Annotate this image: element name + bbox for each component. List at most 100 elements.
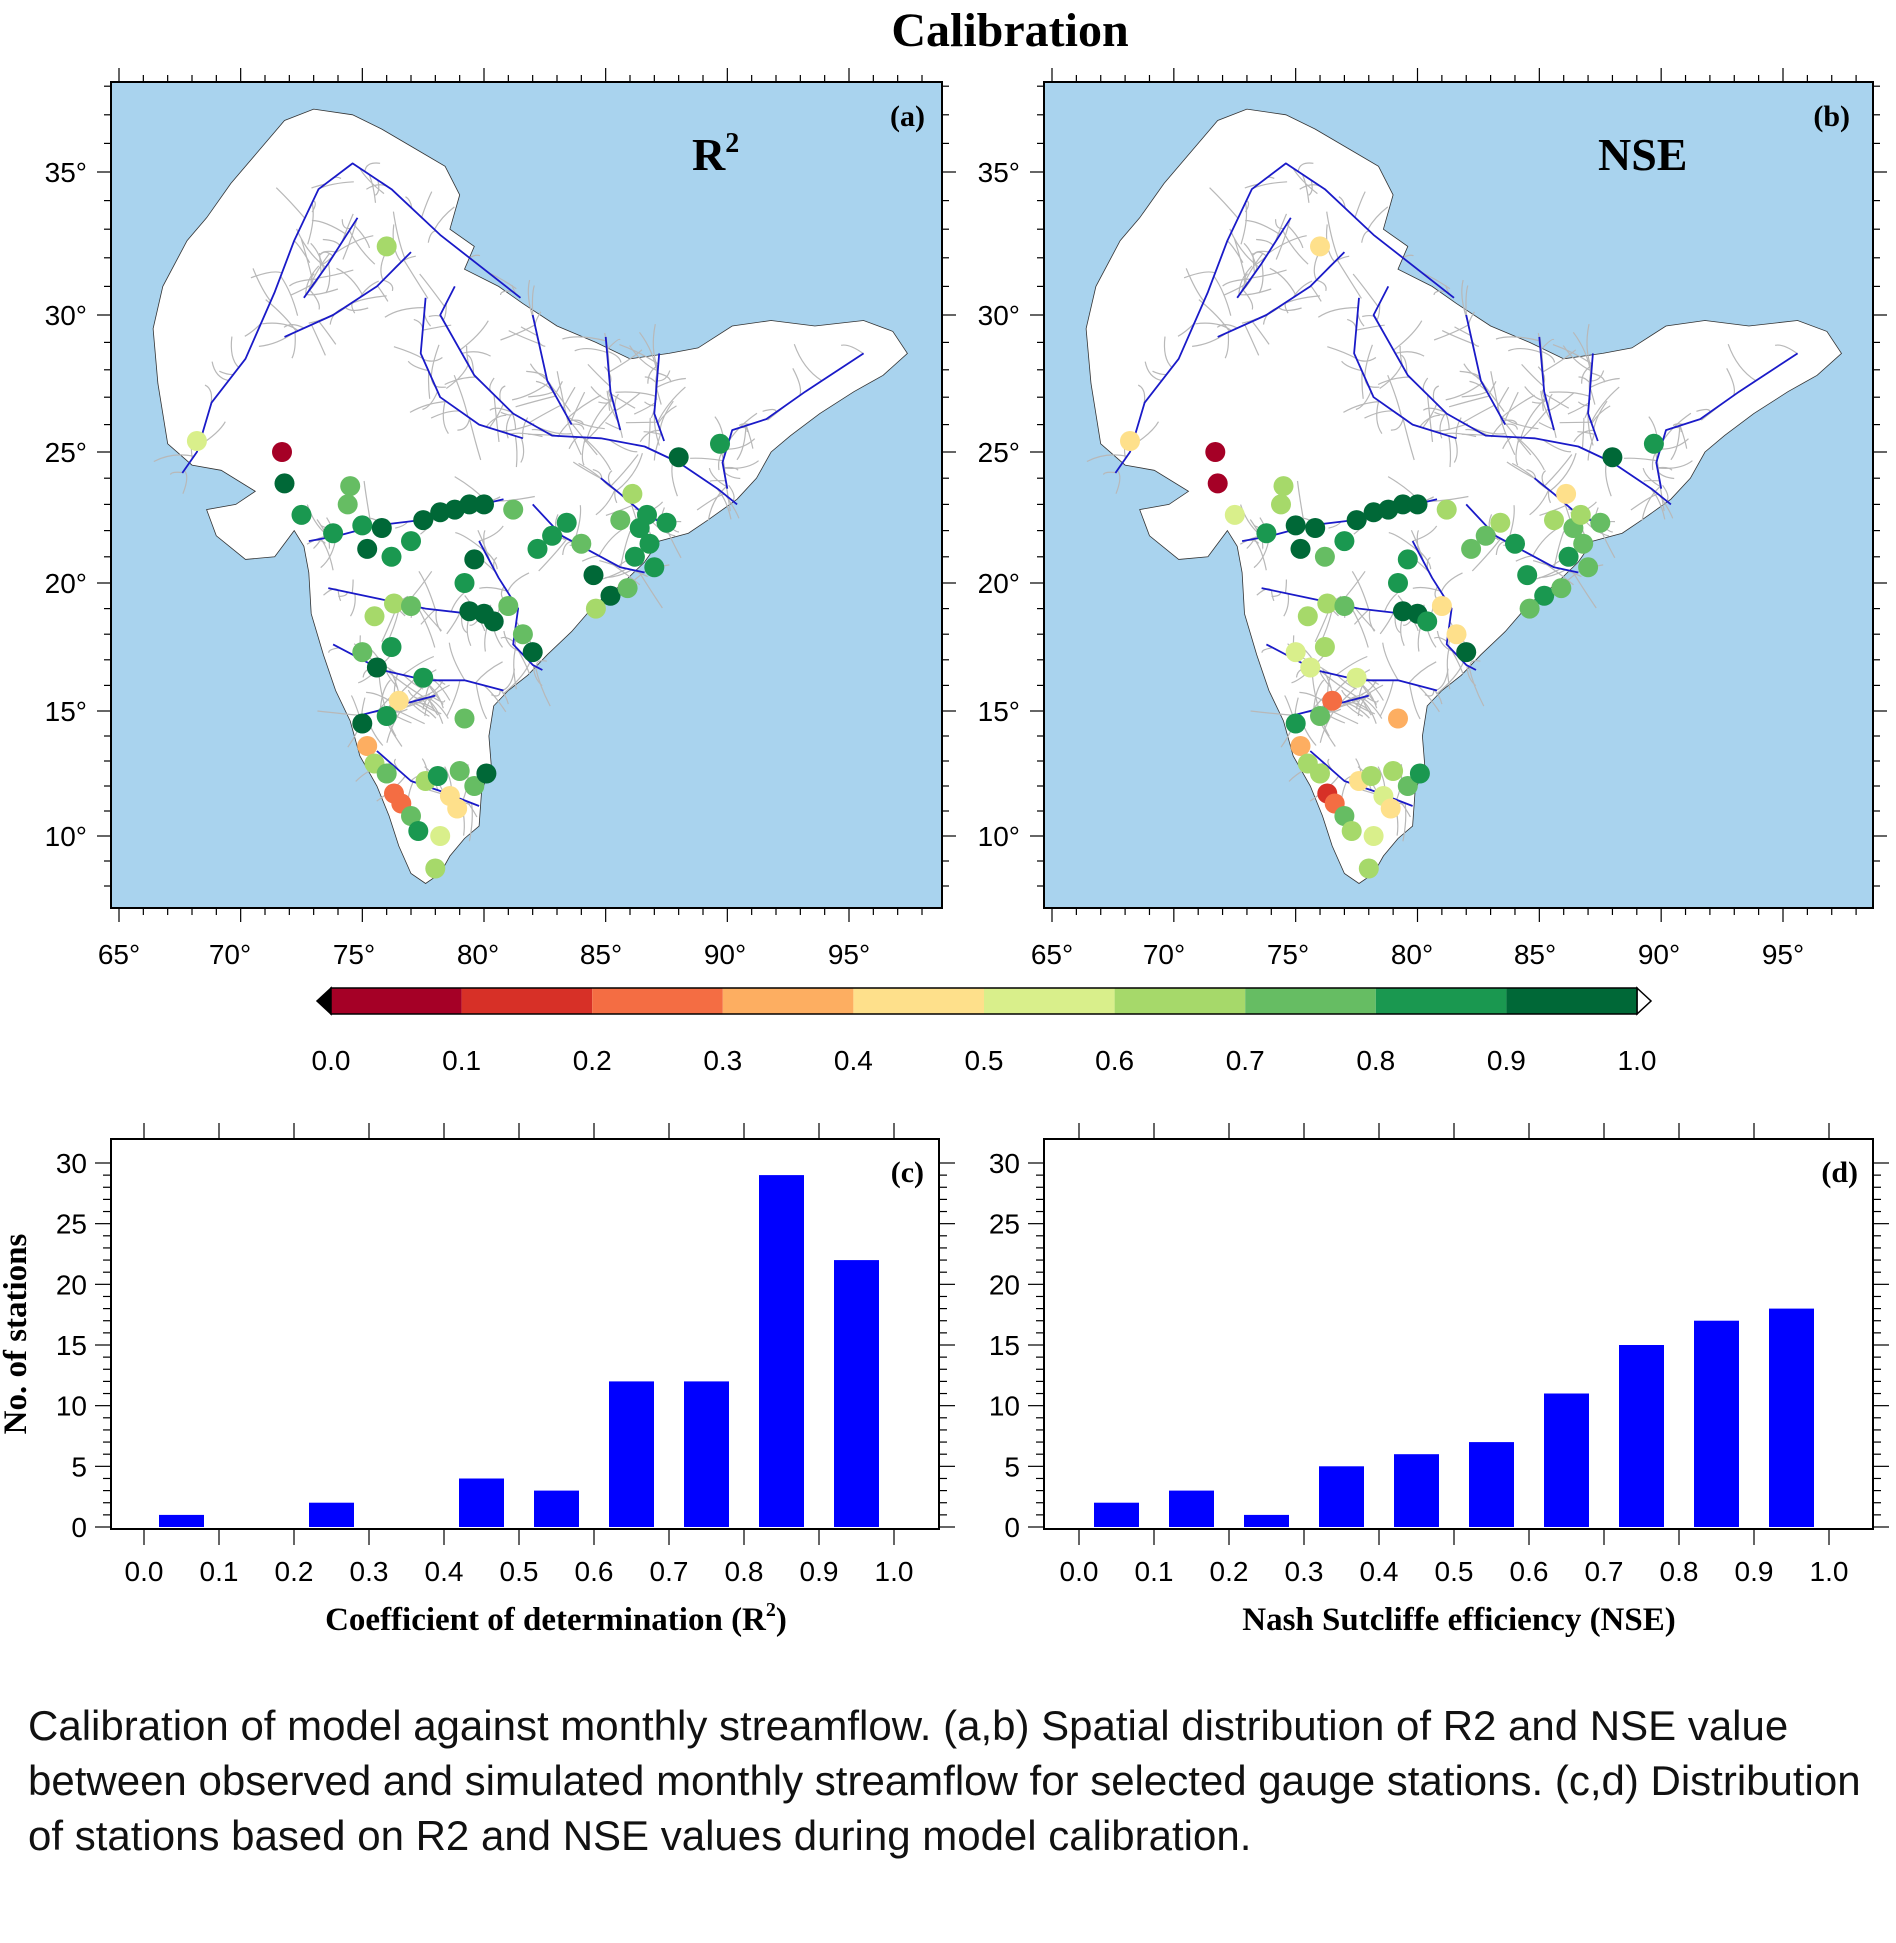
minor-river bbox=[1435, 661, 1465, 695]
minor-river bbox=[656, 370, 671, 382]
minor-river bbox=[1441, 330, 1473, 345]
minor-river bbox=[1317, 306, 1359, 318]
gauge-station bbox=[1380, 798, 1401, 819]
gauge-station bbox=[1570, 504, 1591, 525]
minor-river bbox=[657, 405, 677, 425]
minor-river bbox=[1422, 407, 1446, 413]
colorbar-swatch bbox=[592, 988, 723, 1014]
minor-river bbox=[479, 586, 508, 592]
minor-river bbox=[1086, 454, 1128, 463]
minor-river bbox=[455, 532, 485, 552]
gauge-station bbox=[1392, 494, 1413, 515]
calibration-figure: Calibration 65° 70° 75° 80° 85° 90° 95° 35° 30° 2… bbox=[0, 4, 1889, 1638]
colorbar-over-triangle bbox=[1636, 986, 1653, 1016]
major-river bbox=[1353, 297, 1457, 440]
minor-river bbox=[1549, 453, 1577, 492]
major-river bbox=[604, 336, 622, 431]
minor-river bbox=[1336, 674, 1357, 690]
colorbar-swatch bbox=[1375, 988, 1507, 1014]
minor-river bbox=[1354, 191, 1366, 218]
gauge-station bbox=[1285, 713, 1306, 734]
minor-river bbox=[556, 371, 567, 416]
histogram-bar bbox=[534, 1490, 579, 1527]
gauge-station bbox=[1397, 776, 1418, 796]
major-river bbox=[1533, 477, 1604, 527]
minor-river bbox=[562, 336, 607, 342]
minor-river bbox=[325, 263, 331, 294]
x-tick-label: 1.0 bbox=[875, 1556, 914, 1587]
gauge-station bbox=[376, 236, 397, 257]
minor-river bbox=[252, 268, 272, 302]
histogram-bar bbox=[1769, 1308, 1814, 1527]
histogram-bar bbox=[1094, 1502, 1139, 1527]
minor-river bbox=[629, 345, 659, 372]
minor-river bbox=[342, 218, 358, 260]
map-a-ticks: 65° 70° 75° 80° 85° 90° 95° 35° 30° 25° 20° 15° 10° bbox=[45, 68, 956, 970]
minor-river bbox=[792, 368, 802, 396]
minor-river bbox=[595, 489, 616, 516]
minor-river bbox=[1412, 525, 1438, 542]
gauge-station bbox=[1578, 557, 1599, 578]
histogram-c-bars bbox=[159, 1175, 879, 1527]
minor-river bbox=[708, 467, 728, 488]
gauge-station bbox=[388, 690, 409, 711]
gauge-station bbox=[1551, 578, 1572, 599]
y-tick-label: 0 bbox=[71, 1512, 87, 1543]
gauge-station bbox=[1297, 606, 1318, 627]
minor-river bbox=[364, 162, 381, 172]
colorbar-tick-label: 0.4 bbox=[834, 1045, 873, 1076]
figure-caption: Calibration of model against monthly str… bbox=[28, 1702, 1861, 1859]
gauge-station bbox=[454, 573, 475, 593]
gauge-station bbox=[1558, 546, 1579, 567]
minor-river bbox=[418, 570, 436, 610]
histogram-bar bbox=[1544, 1393, 1589, 1527]
lon-tick-label: 90° bbox=[1638, 939, 1680, 970]
minor-river bbox=[485, 414, 507, 428]
minor-river bbox=[1559, 421, 1592, 424]
histogram-bar bbox=[1394, 1454, 1439, 1527]
minor-river bbox=[619, 344, 659, 365]
minor-river bbox=[1508, 347, 1541, 353]
minor-river bbox=[468, 803, 473, 842]
minor-river bbox=[1577, 431, 1596, 435]
minor-river bbox=[639, 429, 661, 443]
minor-river bbox=[502, 668, 515, 691]
minor-river bbox=[1435, 668, 1449, 691]
minor-river bbox=[1521, 363, 1545, 387]
colorbar-swatch bbox=[1506, 988, 1637, 1014]
minor-river bbox=[515, 395, 556, 408]
gauge-station bbox=[1358, 858, 1379, 879]
gauge-station bbox=[542, 525, 563, 546]
lat-tick-label: 35° bbox=[45, 157, 87, 188]
minor-river bbox=[1577, 401, 1589, 407]
lon-tick-label: 65° bbox=[1031, 939, 1073, 970]
map-a-land bbox=[152, 108, 908, 884]
gauge-station bbox=[376, 706, 397, 726]
gauge-station bbox=[583, 565, 604, 586]
minor-river bbox=[1367, 206, 1389, 230]
minor-river bbox=[1213, 275, 1232, 316]
minor-river bbox=[1590, 386, 1620, 423]
minor-river bbox=[1542, 439, 1572, 453]
minor-river bbox=[608, 439, 638, 453]
gauge-station bbox=[401, 596, 421, 616]
lat-tick-label: 20° bbox=[45, 568, 87, 599]
lon-tick-label: 95° bbox=[1762, 939, 1804, 970]
map-b-ticks: 65° 70° 75° 80° 85° 90° 95° 35° 30° 25° 20° 15° 10° bbox=[978, 68, 1887, 970]
minor-river bbox=[1240, 252, 1264, 292]
histogram-d: 0.0 0.1 0.2 0.3 0.4 0.5 0.6 0.7 0.8 0.9 1.0 0 5 10 15 2… bbox=[989, 1123, 1889, 1638]
histogram-bar bbox=[609, 1381, 654, 1527]
colorbar-swatch bbox=[1114, 988, 1246, 1014]
gauge-station bbox=[1602, 447, 1623, 468]
lat-tick-label: 25° bbox=[45, 437, 87, 468]
gauge-station bbox=[186, 431, 207, 451]
gauge-station bbox=[364, 606, 385, 627]
map-b-frame bbox=[1043, 81, 1874, 909]
minor-river bbox=[521, 417, 529, 439]
minor-river bbox=[1641, 485, 1662, 521]
major-river bbox=[303, 217, 359, 299]
minor-river bbox=[1352, 273, 1379, 307]
minor-river bbox=[499, 385, 506, 402]
minor-river bbox=[566, 416, 605, 430]
minor-river bbox=[1351, 570, 1370, 610]
